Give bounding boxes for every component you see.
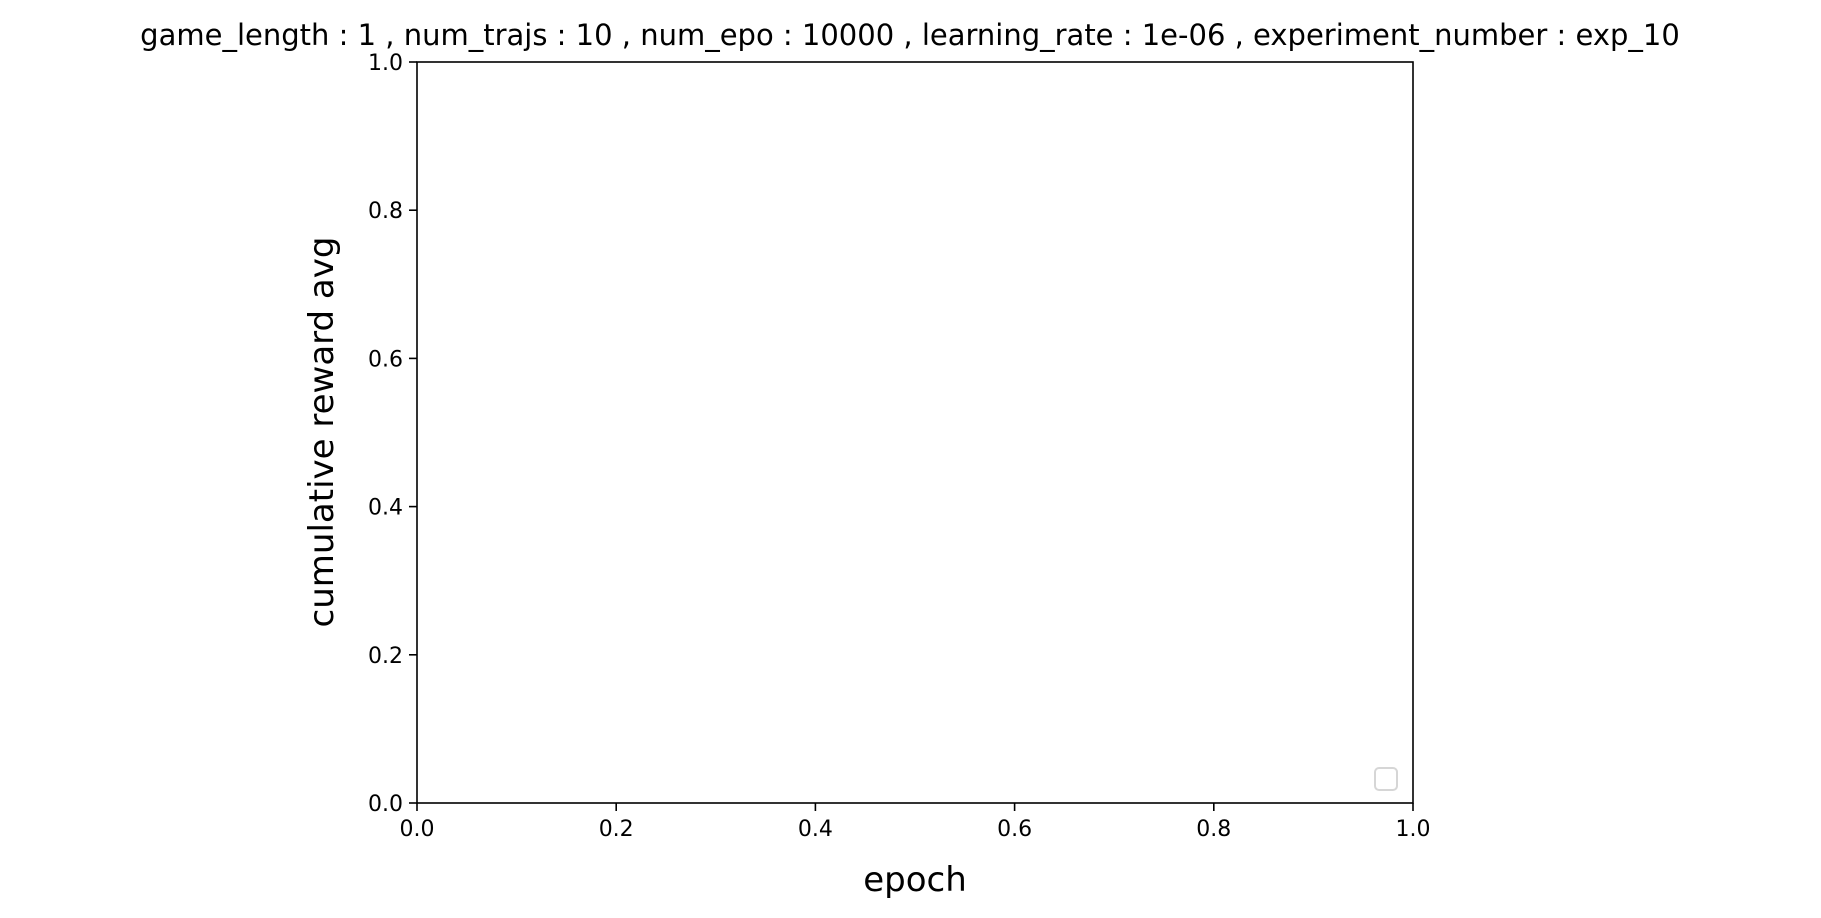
x-tick-label: 0.8 [1196, 817, 1231, 842]
y-tick-label: 0.4 [368, 496, 403, 521]
plot-frame [416, 61, 1414, 804]
y-tick-label: 0.2 [368, 644, 403, 669]
x-tick-label: 0.4 [798, 817, 833, 842]
x-tick-label: 0.0 [400, 817, 435, 842]
x-axis-ticks: 0.0 0.2 0.4 0.6 0.8 1.0 [400, 803, 1431, 842]
x-tick-label: 0.6 [997, 817, 1032, 842]
y-tick-label: 0.8 [368, 199, 403, 224]
x-tick-label: 0.2 [599, 817, 634, 842]
legend-box [1374, 767, 1398, 791]
y-tick-label: 0.0 [368, 792, 403, 817]
chart-title: game_length : 1 , num_trajs : 10 , num_e… [140, 18, 1680, 52]
x-tick-label: 1.0 [1396, 817, 1431, 842]
y-tick-label: 0.6 [368, 347, 403, 372]
x-axis-label: epoch [863, 860, 967, 900]
y-tick-label: 1.0 [368, 51, 403, 76]
y-axis-ticks: 0.0 0.2 0.4 0.6 0.8 1.0 [368, 51, 417, 817]
y-axis-label: cumulative reward avg [302, 237, 342, 628]
plot-area [417, 62, 1413, 803]
